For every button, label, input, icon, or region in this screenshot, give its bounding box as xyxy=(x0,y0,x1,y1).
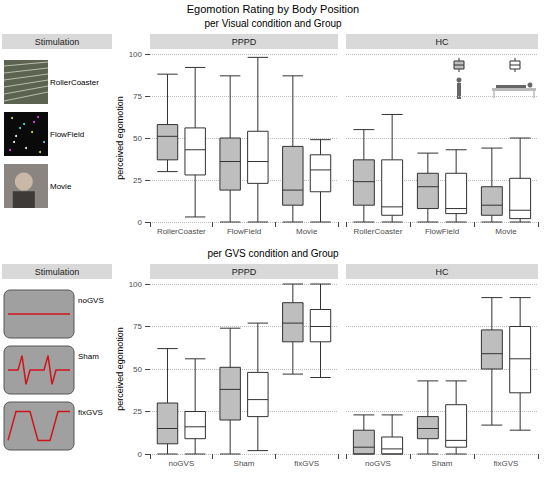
svg-text:Stimulation: Stimulation xyxy=(35,37,80,47)
svg-text:fixGVS: fixGVS xyxy=(294,459,319,468)
svg-text:per GVS condition and Group: per GVS condition and Group xyxy=(207,248,339,259)
svg-text:Sham: Sham xyxy=(234,459,255,468)
svg-text:fixGVS: fixGVS xyxy=(494,459,519,468)
svg-text:RollerCoaster: RollerCoaster xyxy=(354,227,403,236)
svg-text:HC: HC xyxy=(436,267,449,277)
svg-text:Sham: Sham xyxy=(432,459,453,468)
svg-text:noGVS: noGVS xyxy=(365,459,391,468)
svg-text:perceived egomotion: perceived egomotion xyxy=(115,327,125,411)
svg-text:100: 100 xyxy=(129,50,143,59)
svg-text:PPPD: PPPD xyxy=(232,37,257,47)
svg-text:0: 0 xyxy=(138,450,143,459)
svg-text:perceived egomotion: perceived egomotion xyxy=(115,96,125,180)
svg-text:FlowField: FlowField xyxy=(50,130,84,139)
svg-text:PPPD: PPPD xyxy=(232,267,257,277)
svg-text:HC: HC xyxy=(436,37,449,47)
svg-text:100: 100 xyxy=(129,280,143,289)
svg-text:noGVS: noGVS xyxy=(168,459,194,468)
svg-text:Egomotion Rating by Body Posit: Egomotion Rating by Body Position xyxy=(187,3,359,15)
svg-text:50: 50 xyxy=(133,134,142,143)
svg-text:noGVS: noGVS xyxy=(78,296,104,305)
svg-text:RollerCoaster: RollerCoaster xyxy=(157,227,206,236)
svg-text:50: 50 xyxy=(133,365,142,374)
svg-text:Movie: Movie xyxy=(50,182,72,191)
svg-text:fixGVS: fixGVS xyxy=(78,408,103,417)
svg-text:RollerCoaster: RollerCoaster xyxy=(50,78,99,87)
svg-text:Movie: Movie xyxy=(296,227,318,236)
svg-text:per Visual condition and Group: per Visual condition and Group xyxy=(204,18,342,29)
svg-text:Movie: Movie xyxy=(495,227,517,236)
svg-text:25: 25 xyxy=(133,176,142,185)
svg-text:75: 75 xyxy=(133,92,142,101)
svg-text:Sham: Sham xyxy=(78,352,99,361)
svg-text:Stimulation: Stimulation xyxy=(35,267,80,277)
svg-text:FlowField: FlowField xyxy=(227,227,261,236)
svg-text:25: 25 xyxy=(133,407,142,416)
svg-text:FlowField: FlowField xyxy=(425,227,459,236)
svg-text:75: 75 xyxy=(133,322,142,331)
svg-text:0: 0 xyxy=(138,218,143,227)
